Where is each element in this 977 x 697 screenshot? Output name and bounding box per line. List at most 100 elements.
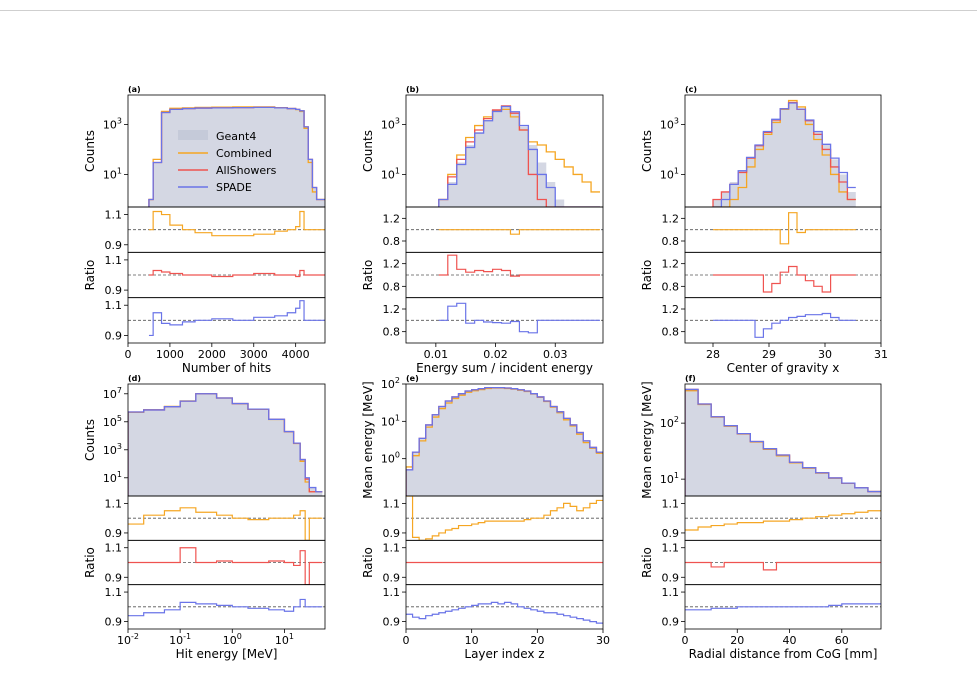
panel-d: 101 105 107 103 0.9 1.1 0.9 1.1 0.9 1.1 10-2 10-1 10…: [83, 374, 326, 661]
panel-label: (b): [406, 85, 419, 94]
x-tick-label: 101: [275, 632, 294, 647]
x-tick-label: 10: [465, 634, 479, 647]
series-geant4-fill: [438, 106, 601, 207]
x-tick-label: 40: [783, 634, 797, 647]
legend-label: Combined: [216, 147, 272, 160]
ratio-axes-frame: [127, 584, 326, 630]
ratio-y-tick-label: 1.1: [662, 542, 680, 555]
y-tick-label: 102: [381, 376, 400, 391]
series-geant4-fill: [128, 393, 323, 496]
x-axis-label: Center of gravity x: [727, 361, 840, 375]
y-axis-label: Counts: [640, 130, 654, 172]
panel-label: (d): [128, 374, 141, 383]
y-axis-label: Mean energy [MeV]: [361, 381, 375, 498]
panel-f: 101 102 0.9 1.1 0.9 1.1 0.9 1.1 0 20 40 60 (f) Radial…: [640, 374, 882, 661]
ratio-allshowers-line: [685, 561, 881, 571]
y-tick-label: 101: [660, 471, 679, 486]
x-tick-label: 3000: [240, 348, 268, 361]
legend-label: Geant4: [216, 130, 256, 143]
series-spade-line: [406, 386, 603, 496]
ratio-y-tick-label: 0.8: [662, 235, 680, 248]
ratio-y-tick-label: 0.9: [383, 616, 401, 629]
ratio-y-tick-label: 1.1: [105, 254, 123, 267]
ratio-y-tick-label: 0.8: [662, 326, 680, 339]
ratio-y-tick-label: 1.2: [662, 303, 680, 316]
x-tick-label: 0.01: [424, 348, 449, 361]
ratio-y-tick-label: 1.1: [383, 586, 401, 599]
ratio-y-tick-label: 0.9: [105, 329, 123, 342]
x-tick-label: 10-1: [169, 632, 191, 647]
ratio-y-tick-label: 1.1: [662, 497, 680, 510]
x-tick-label: 20: [530, 634, 544, 647]
ratio-y-tick-label: 1.1: [105, 209, 123, 222]
ratio-combined-line: [685, 510, 881, 531]
y-tick-label: 103: [103, 442, 122, 457]
y-axis-label: Counts: [361, 130, 375, 172]
ratio-y-tick-label: 0.9: [383, 571, 401, 584]
ratio-spade-line: [406, 601, 603, 624]
ratio-y-tick-label: 0.9: [105, 616, 123, 629]
x-tick-label: 0: [403, 634, 410, 647]
y-tick-label: 101: [103, 166, 122, 181]
y-tick-label: 103: [103, 116, 122, 131]
ratio-combined-line: [148, 210, 325, 237]
x-tick-label: 30: [818, 348, 832, 361]
ratio-y-axis-label: Ratio: [361, 260, 375, 291]
ratio-combined-line: [713, 212, 856, 245]
panel-label: (c): [685, 85, 697, 94]
legend-label: SPADE: [216, 181, 252, 194]
y-tick-label: 107: [103, 386, 122, 401]
y-tick-label: 101: [381, 166, 400, 181]
ratio-allshowers-line: [713, 265, 856, 293]
ratio-y-tick-label: 0.8: [383, 280, 401, 293]
ratio-combined-line: [438, 229, 601, 235]
legend-label: AllShowers: [216, 164, 277, 177]
y-tick-label: 105: [103, 414, 122, 429]
ratio-y-tick-label: 0.9: [105, 284, 123, 297]
ratio-y-tick-label: 1.2: [383, 212, 401, 225]
x-tick-label: 0: [682, 634, 689, 647]
ratio-y-tick-label: 0.9: [383, 527, 401, 540]
x-tick-label: 0.02: [483, 348, 508, 361]
legend-swatch-geant4: [178, 130, 208, 140]
ratio-y-tick-label: 1.2: [662, 258, 680, 271]
ratio-axes-frame: [405, 297, 604, 344]
series-geant4-fill: [406, 387, 603, 496]
x-tick-label: 2000: [198, 348, 226, 361]
ratio-y-tick-label: 1.1: [662, 586, 680, 599]
ratio-y-tick-label: 0.8: [383, 326, 401, 339]
y-axis-label: Counts: [83, 130, 97, 172]
ratio-allshowers-line: [438, 254, 601, 277]
series-spade-line: [438, 105, 601, 207]
ratio-y-tick-label: 1.1: [383, 497, 401, 510]
ratio-spade-line: [713, 312, 856, 338]
ratio-y-axis-label: Ratio: [83, 547, 97, 578]
y-axis-label: Mean energy [MeV]: [640, 381, 654, 498]
ratio-y-tick-label: 1.1: [383, 542, 401, 555]
ratio-allshowers-line: [148, 269, 325, 278]
y-tick-label: 101: [660, 166, 679, 181]
series-spade-line: [713, 102, 856, 207]
series-spade-line: [148, 106, 325, 207]
x-tick-label: 29: [762, 348, 776, 361]
x-axis-label: Layer index z: [464, 647, 544, 661]
ratio-y-tick-label: 1.1: [105, 542, 123, 555]
legend: Geant4 Combined AllShowers SPADE: [178, 130, 277, 194]
ratio-y-tick-label: 1.1: [105, 586, 123, 599]
series-spade-line: [685, 388, 881, 496]
panel-e: 100 101 102 0.9 1.1 0.9 1.1 0.9 1.1 0 10 20 30 (e) Lay…: [361, 374, 610, 661]
ratio-y-axis-label: Ratio: [83, 260, 97, 291]
y-tick-label: 101: [381, 413, 400, 428]
x-tick-label: 1000: [156, 348, 184, 361]
x-tick-label: 4000: [282, 348, 310, 361]
ratio-y-tick-label: 0.9: [105, 571, 123, 584]
x-tick-label: 100: [223, 632, 242, 647]
x-tick-label: 28: [706, 348, 720, 361]
panel-b: 101 103 0.8 1.2 0.8 1.2 0.8 1.2 0.01 0.02 0.03 (b) E…: [361, 85, 604, 375]
series-geant4-fill: [685, 389, 881, 496]
ratio-y-tick-label: 0.9: [105, 527, 123, 540]
ratio-spade-line: [128, 598, 323, 617]
x-tick-label: 20: [730, 634, 744, 647]
ratio-y-tick-label: 0.8: [383, 235, 401, 248]
